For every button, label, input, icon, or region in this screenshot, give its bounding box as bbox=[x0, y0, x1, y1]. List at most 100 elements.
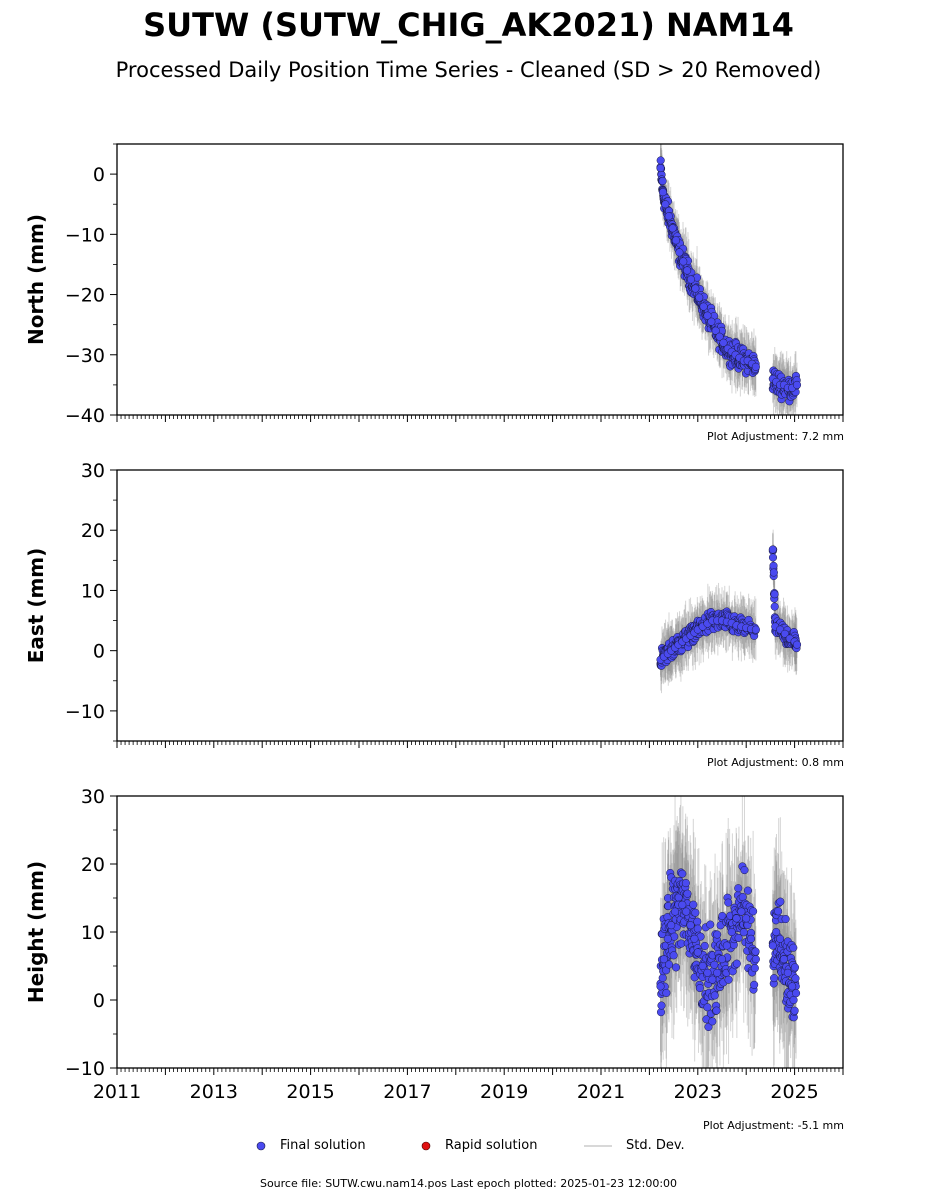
height-data-point bbox=[710, 960, 719, 969]
north-data-point bbox=[686, 275, 696, 284]
height-data-point bbox=[769, 974, 779, 983]
height-data-point bbox=[698, 961, 707, 971]
north-data-point bbox=[668, 224, 677, 233]
height-data-point bbox=[750, 980, 759, 989]
height-data-point bbox=[722, 941, 731, 950]
height-data-point bbox=[790, 1006, 799, 1015]
height-ytick-label: 20 bbox=[81, 854, 105, 876]
east-data-point bbox=[770, 602, 779, 611]
height-plot-adjustment: Plot Adjustment: -5.1 mm bbox=[703, 1119, 844, 1132]
chart-subtitle: Processed Daily Position Time Series - C… bbox=[115, 58, 822, 82]
height-data-point bbox=[724, 898, 733, 907]
height-data-point bbox=[659, 955, 668, 964]
east-ytick-label: 0 bbox=[93, 641, 105, 663]
height-data-point bbox=[689, 900, 698, 909]
height-plot-frame bbox=[116, 795, 844, 1069]
chart-title: SUTW (SUTW_CHIG_AK2021) NAM14 bbox=[143, 6, 794, 44]
height-data-point bbox=[742, 914, 751, 923]
north-data-point bbox=[664, 212, 673, 221]
height-data-point bbox=[743, 886, 752, 895]
legend-item-final: Final solution bbox=[256, 1138, 366, 1153]
height-data-point bbox=[732, 959, 741, 968]
north-data-point bbox=[675, 248, 684, 257]
height-data-point bbox=[700, 941, 709, 950]
height-data-point bbox=[667, 921, 676, 930]
north-plot-adjustment: Plot Adjustment: 7.2 mm bbox=[706, 430, 844, 443]
north-data-point bbox=[671, 236, 681, 245]
height-data-point bbox=[678, 900, 687, 909]
height-data-point bbox=[657, 1001, 666, 1010]
height-data-point bbox=[662, 988, 671, 997]
height-data-point bbox=[781, 915, 790, 924]
north-data-point bbox=[695, 293, 704, 302]
height-data-point bbox=[683, 889, 692, 898]
height-data-point bbox=[750, 964, 759, 973]
height-data-point bbox=[774, 907, 783, 916]
height-data-point bbox=[791, 974, 800, 983]
height-data-point bbox=[789, 995, 798, 1005]
north-data-point bbox=[703, 311, 712, 320]
height-data-point bbox=[695, 983, 704, 993]
east-data-point bbox=[768, 553, 778, 562]
height-ytick-label: 30 bbox=[81, 786, 105, 808]
height-ytick-label: 10 bbox=[81, 922, 105, 944]
legend-item-std: Std. Dev. bbox=[584, 1138, 685, 1153]
north-data-point bbox=[679, 257, 688, 266]
height-data-point bbox=[772, 927, 781, 937]
east-data-point bbox=[769, 568, 778, 577]
legend-item-rapid: Rapid solution bbox=[421, 1138, 537, 1153]
height-data-point bbox=[727, 927, 736, 937]
north-data-point bbox=[751, 362, 760, 371]
height-data-point bbox=[792, 989, 801, 998]
height-data-point bbox=[693, 924, 702, 933]
east-ytick-label: 10 bbox=[81, 580, 105, 602]
height-data-point bbox=[691, 908, 700, 917]
height-data-point bbox=[713, 930, 722, 939]
height-data-point bbox=[671, 963, 681, 972]
legend: Final solution Rapid solution Std. Dev. bbox=[0, 1138, 937, 1158]
north-data-point bbox=[658, 188, 668, 197]
height-data-point bbox=[751, 955, 760, 964]
height-data-point bbox=[776, 934, 785, 943]
rapid-marker-icon bbox=[421, 1141, 431, 1150]
height-data-point bbox=[708, 975, 717, 984]
height-data-point bbox=[746, 934, 756, 943]
north-data-point bbox=[699, 302, 708, 311]
north-ytick-label: −10 bbox=[65, 224, 105, 246]
east-data-point bbox=[780, 629, 789, 638]
height-ytick-label: 0 bbox=[93, 990, 105, 1012]
final-marker-icon bbox=[256, 1141, 266, 1150]
height-data-point bbox=[724, 975, 733, 984]
height-data-point bbox=[740, 866, 749, 875]
height-data-point bbox=[717, 955, 727, 964]
north-data-point bbox=[656, 164, 665, 173]
east-data-point bbox=[792, 640, 802, 649]
height-data-point bbox=[734, 933, 743, 942]
north-data-point bbox=[711, 326, 720, 335]
height-data-point bbox=[681, 879, 690, 888]
height-data-point bbox=[751, 947, 760, 956]
height-data-point bbox=[690, 934, 699, 943]
height-data-point bbox=[789, 943, 798, 952]
north-plot-frame bbox=[116, 143, 844, 416]
xtick-label: 2011 bbox=[93, 1081, 141, 1103]
north-data-point bbox=[691, 284, 700, 293]
east-data-point bbox=[769, 561, 778, 570]
east-data-point bbox=[770, 590, 779, 599]
height-data-point bbox=[776, 897, 785, 906]
height-data-point bbox=[678, 869, 687, 878]
north-data-point bbox=[658, 176, 667, 186]
height-data-point bbox=[693, 948, 702, 957]
north-data-point bbox=[656, 156, 665, 165]
east-plot-adjustment: Plot Adjustment: 0.8 mm bbox=[706, 756, 844, 769]
height-data-point bbox=[734, 884, 743, 893]
height-data-point bbox=[713, 968, 722, 977]
height-data-point bbox=[779, 955, 789, 964]
height-data-point bbox=[768, 941, 777, 950]
xtick-label: 2019 bbox=[480, 1081, 528, 1103]
legend-label-std: Std. Dev. bbox=[626, 1138, 685, 1153]
north-ytick-label: 0 bbox=[93, 164, 105, 186]
xtick-label: 2013 bbox=[190, 1081, 238, 1103]
north-data-point bbox=[719, 338, 728, 347]
